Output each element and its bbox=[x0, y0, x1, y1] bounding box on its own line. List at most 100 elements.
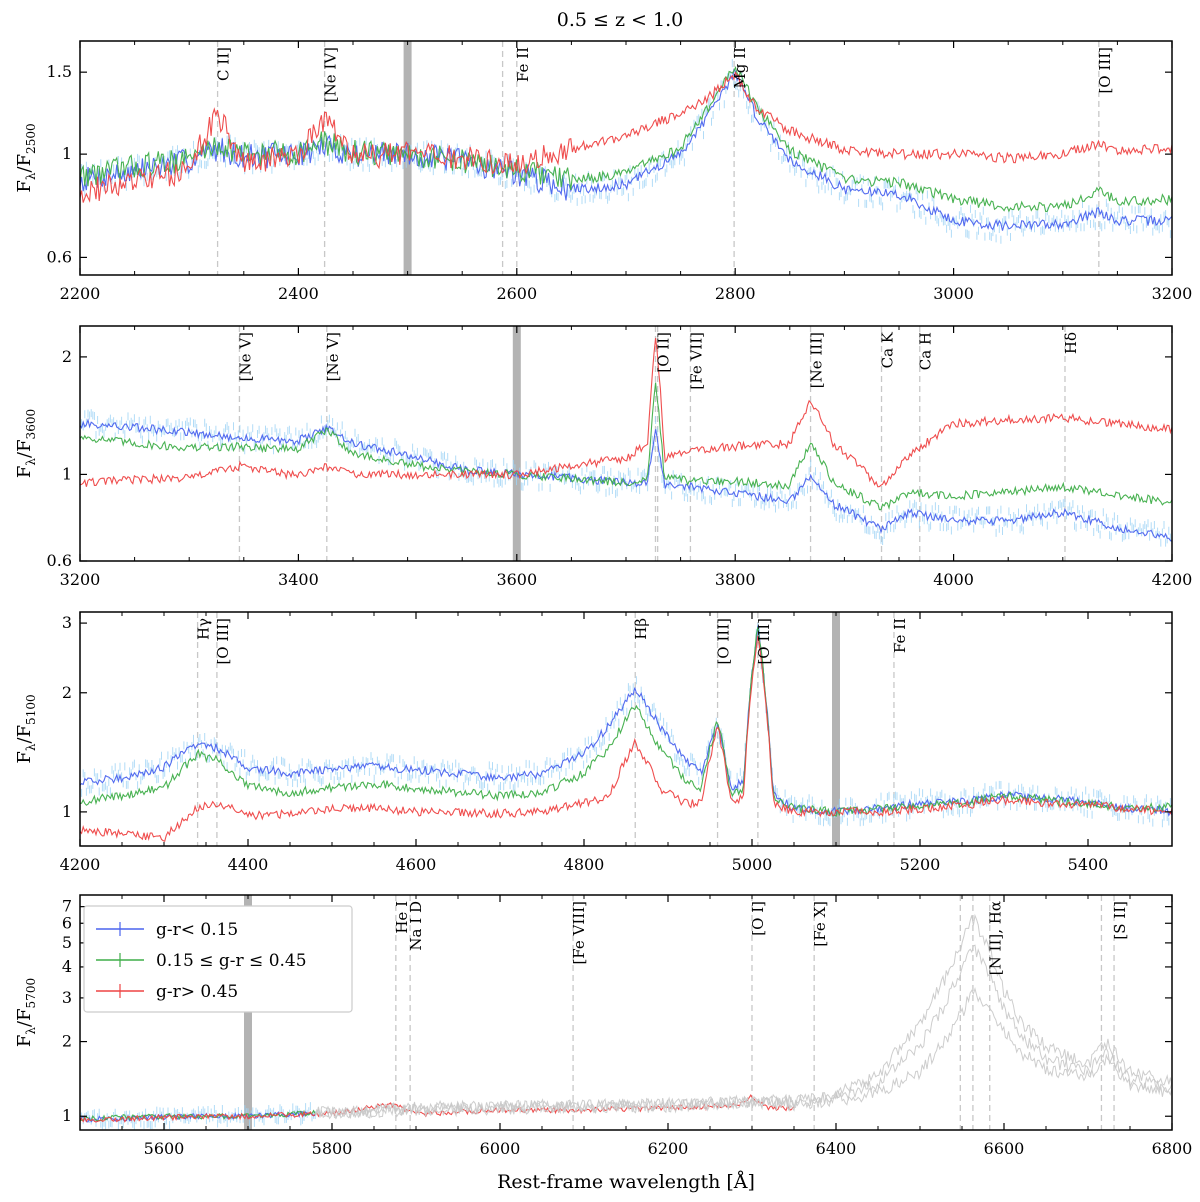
emission-line-label-4-4: [O I] bbox=[749, 901, 767, 936]
x-tick-label-3-3: 4600 bbox=[396, 855, 437, 874]
y-tick-label-4-2: 2 bbox=[62, 1032, 72, 1051]
y-tick-label-4-3: 3 bbox=[62, 988, 72, 1007]
y-axis-label-3: Fλ/F5100 bbox=[14, 694, 38, 763]
emission-line-label-3-3: Hβ bbox=[632, 618, 650, 640]
x-tick-label-2-6: 4200 bbox=[1152, 570, 1193, 589]
emission-line-label-1-2: [Ne IV] bbox=[322, 47, 340, 102]
emission-line-label-1-1: C II] bbox=[215, 47, 233, 81]
emission-line-label-1-6: [O III] bbox=[1096, 47, 1114, 94]
emission-line-label-2-9: Hδ bbox=[1062, 332, 1080, 354]
y-axis-label-2: Fλ/F3600 bbox=[14, 409, 38, 478]
x-tick-label-3-1: 4200 bbox=[60, 855, 101, 874]
emission-line-label-2-6: [Ne III] bbox=[808, 332, 826, 388]
x-tick-label-1-4: 2800 bbox=[715, 284, 756, 303]
series-group-2 bbox=[80, 338, 1172, 547]
panel-frame-3 bbox=[79, 611, 1173, 847]
normalization-band-3 bbox=[832, 612, 840, 846]
x-tick-label-2-4: 3800 bbox=[715, 570, 756, 589]
x-tick-label-1-1: 2200 bbox=[60, 284, 101, 303]
y-tick-label-4-4: 4 bbox=[62, 957, 72, 976]
emission-line-label-3-1: Hγ bbox=[195, 618, 213, 640]
emission-line-label-2-4: [O II] bbox=[655, 332, 673, 373]
emission-line-label-4-5: [Fe X] bbox=[811, 901, 829, 947]
emission-line-label-2-7: Ca K bbox=[879, 331, 897, 368]
x-tick-label-4-1: 5600 bbox=[144, 1139, 185, 1158]
y-tick-label-3-3: 3 bbox=[62, 613, 72, 632]
emission-line-label-4-1: He I bbox=[393, 901, 411, 934]
x-tick-label-2-3: 3600 bbox=[496, 570, 537, 589]
series-line-3-3 bbox=[80, 635, 1172, 843]
series-group-3 bbox=[80, 622, 1172, 843]
legend-box bbox=[83, 905, 353, 1013]
emission-line-label-1-4: Fe II bbox=[514, 47, 532, 82]
y-tick-label-4-1: 1 bbox=[62, 1106, 72, 1125]
x-tick-label-3-4: 4800 bbox=[564, 855, 605, 874]
x-tick-label-3-5: 5000 bbox=[732, 855, 773, 874]
x-tick-label-4-2: 5800 bbox=[312, 1139, 353, 1158]
panel-3: 4200 4400 4600 4800 5000 5200 5400 1 2 3 Fλ/F5100 H… bbox=[14, 611, 1173, 874]
x-tick-label-2-2: 3400 bbox=[278, 570, 319, 589]
series-line-2-3 bbox=[80, 338, 1172, 488]
y-tick-label-1-1: 0.6 bbox=[47, 247, 72, 266]
series-line-3-1 bbox=[80, 625, 1172, 818]
x-axis-label: Rest-frame wavelength [Å] bbox=[497, 1171, 755, 1193]
legend-label-3: g-r> 0.45 bbox=[156, 982, 238, 1002]
emission-line-label-4-3: [Fe VIII] bbox=[570, 901, 588, 965]
emission-line-label-2-1: [Ne V] bbox=[236, 332, 254, 381]
emission-line-label-2-5: [Fe VII] bbox=[687, 332, 705, 390]
y-tick-label-4-7: 7 bbox=[62, 897, 72, 916]
legend: g-r< 0.15 0.15 ≤ g-r ≤ 0.45 g-r> 0.45 bbox=[83, 905, 353, 1013]
series-line-2-1 bbox=[80, 418, 1172, 542]
x-tick-label-1-6: 3200 bbox=[1152, 284, 1193, 303]
x-tick-label-3-7: 5400 bbox=[1068, 855, 1109, 874]
emission-line-label-3-5: [O III] bbox=[755, 618, 773, 665]
emission-line-label-4-8: [N II], Hα bbox=[987, 901, 1005, 975]
y-tick-label-1-2: 1 bbox=[62, 144, 72, 163]
series-line-4-4 bbox=[314, 913, 1172, 1120]
y-tick-label-2-2: 1 bbox=[62, 464, 72, 483]
y-axis-label-4: Fλ/F5700 bbox=[14, 978, 38, 1047]
y-tick-label-2-3: 2 bbox=[62, 347, 72, 366]
x-tick-label-4-3: 6000 bbox=[480, 1139, 521, 1158]
x-tick-label-4-4: 6200 bbox=[648, 1139, 689, 1158]
normalization-band-2 bbox=[512, 326, 521, 561]
emission-line-label-3-4: [O III] bbox=[715, 618, 733, 665]
x-tick-label-1-3: 2600 bbox=[496, 284, 537, 303]
emission-line-label-3-2: [O III] bbox=[214, 618, 232, 665]
x-tick-label-2-5: 4000 bbox=[933, 570, 974, 589]
panels-group: 2200 2400 2600 2800 3000 32000.611.5Fλ/F2500C… bbox=[14, 40, 1193, 1158]
panel-4: 5600 5800 6000 6200 6400 6600 6800 1 2 3 4 567 Fλ/F5… bbox=[14, 894, 1193, 1158]
y-tick-label-3-1: 1 bbox=[62, 802, 72, 821]
emission-line-label-2-2: [Ne V] bbox=[324, 332, 342, 381]
legend-label-1: g-r< 0.15 bbox=[156, 920, 238, 940]
emission-line-label-4-2: Na I D bbox=[407, 901, 425, 951]
y-tick-label-4-6: 6 bbox=[62, 913, 72, 932]
series-line-1-2 bbox=[80, 65, 1172, 213]
x-tick-label-1-2: 2400 bbox=[278, 284, 319, 303]
y-tick-label-4-5: 5 bbox=[62, 933, 72, 952]
x-tick-label-3-2: 4400 bbox=[228, 855, 269, 874]
x-tick-label-2-1: 3200 bbox=[60, 570, 101, 589]
series-line-4-6 bbox=[315, 986, 1172, 1120]
figure-title: 0.5 ≤ z < 1.0 bbox=[557, 9, 683, 31]
y-tick-label-1-3: 1.5 bbox=[47, 62, 72, 81]
panel-1: 2200 2400 2600 2800 3000 3200 0.6 1 1.5 Fλ/F2500 C… bbox=[14, 40, 1193, 303]
emission-line-label-1-5: Mg II bbox=[731, 47, 749, 89]
x-tick-label-1-5: 3000 bbox=[933, 284, 974, 303]
series-group-1 bbox=[80, 59, 1172, 244]
y-tick-label-2-1: 0.6 bbox=[47, 551, 72, 570]
error-band-blue-2 bbox=[80, 409, 1172, 547]
x-tick-label-4-7: 6800 bbox=[1152, 1139, 1193, 1158]
emission-line-label-4-10: [S II] bbox=[1111, 901, 1129, 940]
series-line-4-5 bbox=[314, 944, 1172, 1119]
series-line-3-2 bbox=[80, 626, 1172, 817]
x-tick-label-4-6: 6600 bbox=[984, 1139, 1025, 1158]
series-line-1-3 bbox=[80, 71, 1172, 203]
series-line-2-2 bbox=[80, 382, 1172, 511]
y-axis-label-1: Fλ/F2500 bbox=[14, 123, 38, 192]
series-group-4 bbox=[80, 913, 1172, 1130]
emission-line-label-3-6: Fe II bbox=[891, 618, 909, 653]
emission-line-label-2-8: Ca H bbox=[917, 332, 935, 370]
legend-label-2: 0.15 ≤ g-r ≤ 0.45 bbox=[156, 951, 307, 971]
